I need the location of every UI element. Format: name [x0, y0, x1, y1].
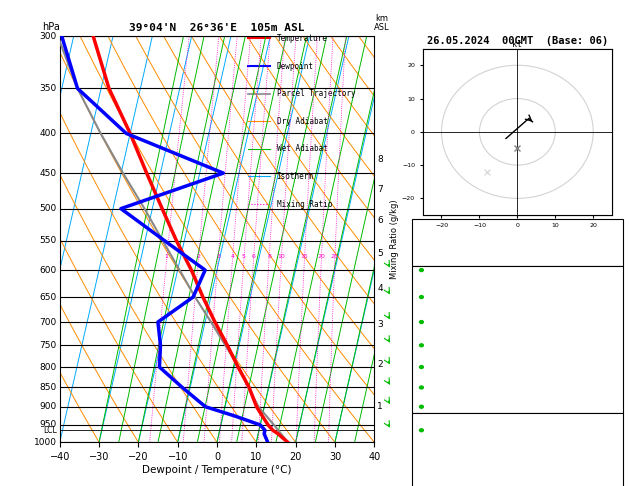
Text: Isotherm: Isotherm [277, 172, 314, 181]
Text: Temperature: Temperature [277, 34, 328, 43]
Text: 20: 20 [318, 254, 325, 259]
Text: K: K [418, 224, 424, 233]
Text: 15: 15 [301, 254, 308, 259]
Text: 2: 2 [611, 351, 616, 361]
Text: Mixing Ratio (g/kg): Mixing Ratio (g/kg) [390, 200, 399, 279]
Text: 2: 2 [611, 477, 616, 486]
Title: 39°04'N  26°36'E  105m ASL: 39°04'N 26°36'E 105m ASL [129, 23, 305, 33]
X-axis label: Dewpoint / Temperature (°C): Dewpoint / Temperature (°C) [142, 465, 292, 475]
Text: 3: 3 [377, 320, 383, 329]
Title: kt: kt [513, 40, 522, 49]
Text: 950: 950 [40, 420, 57, 430]
Text: Totals Totals: Totals Totals [418, 239, 494, 249]
Text: CIN (J): CIN (J) [418, 397, 459, 407]
Bar [412, 266, 623, 414]
Text: 0: 0 [611, 374, 616, 384]
Text: 4: 4 [377, 284, 383, 293]
Text: 750: 750 [40, 341, 57, 350]
Text: 350: 350 [40, 84, 57, 93]
Text: 500: 500 [40, 204, 57, 213]
Text: Wet Adiabat: Wet Adiabat [277, 144, 328, 154]
Text: 800: 800 [40, 363, 57, 372]
Text: 2: 2 [196, 254, 201, 259]
Text: km
ASL: km ASL [374, 14, 390, 33]
Text: 26.05.2024  00GMT  (Base: 06): 26.05.2024 00GMT (Base: 06) [426, 36, 608, 47]
Text: © weatheronline.co.uk: © weatheronline.co.uk [461, 446, 574, 455]
Text: 1.21: 1.21 [593, 255, 616, 264]
Text: 1: 1 [377, 402, 383, 411]
Text: Lifted Index: Lifted Index [418, 477, 489, 486]
Text: hPa: hPa [43, 22, 60, 33]
Text: 900: 900 [40, 402, 57, 411]
Text: 0: 0 [611, 397, 616, 407]
Text: 1000: 1000 [593, 430, 616, 440]
Text: 25: 25 [331, 254, 339, 259]
Text: 550: 550 [40, 236, 57, 245]
Text: 6: 6 [252, 254, 255, 259]
Text: 10: 10 [277, 254, 286, 259]
Text: Temp (°C): Temp (°C) [418, 282, 471, 293]
Text: Dewpoint: Dewpoint [277, 62, 314, 70]
Text: 5: 5 [377, 249, 383, 259]
Text: Surface: Surface [497, 268, 538, 278]
Text: 8: 8 [377, 155, 383, 164]
Text: 700: 700 [40, 317, 57, 327]
Text: 5: 5 [242, 254, 246, 259]
Text: 1000: 1000 [33, 438, 57, 447]
Bar [412, 219, 623, 266]
Text: 12.9: 12.9 [593, 305, 616, 315]
Text: Dry Adiabat: Dry Adiabat [277, 117, 328, 126]
Text: 8: 8 [267, 254, 271, 259]
Text: 4: 4 [230, 254, 235, 259]
Text: 36: 36 [604, 239, 616, 249]
Bar [412, 414, 623, 486]
Text: 317: 317 [599, 328, 616, 338]
Text: 300: 300 [40, 32, 57, 41]
Text: 317: 317 [599, 453, 616, 464]
Text: θᴇ(K): θᴇ(K) [418, 328, 448, 338]
Text: 400: 400 [40, 129, 57, 138]
Text: 650: 650 [40, 293, 57, 301]
Text: Most Unstable: Most Unstable [479, 416, 555, 426]
Text: 3: 3 [216, 254, 220, 259]
Text: Parcel Trajectory: Parcel Trajectory [277, 89, 355, 98]
Text: Pressure (mb): Pressure (mb) [418, 430, 494, 440]
Text: θᴇ (K): θᴇ (K) [418, 453, 454, 464]
Text: 2: 2 [377, 361, 383, 369]
Text: 850: 850 [40, 383, 57, 392]
Text: Dewp (°C): Dewp (°C) [418, 305, 471, 315]
Text: 600: 600 [40, 265, 57, 275]
Text: PW (cm): PW (cm) [418, 255, 459, 264]
Text: Lifted Index: Lifted Index [418, 351, 489, 361]
Text: 450: 450 [40, 169, 57, 177]
Text: -2: -2 [604, 224, 616, 233]
Text: 18: 18 [604, 282, 616, 293]
Text: LCL: LCL [43, 426, 57, 435]
Bar [423, 49, 612, 215]
Text: 1: 1 [165, 254, 169, 259]
Text: CAPE (J): CAPE (J) [418, 374, 465, 384]
Text: 7: 7 [377, 185, 383, 194]
Text: Mixing Ratio: Mixing Ratio [277, 200, 332, 208]
Text: 6: 6 [377, 216, 383, 225]
